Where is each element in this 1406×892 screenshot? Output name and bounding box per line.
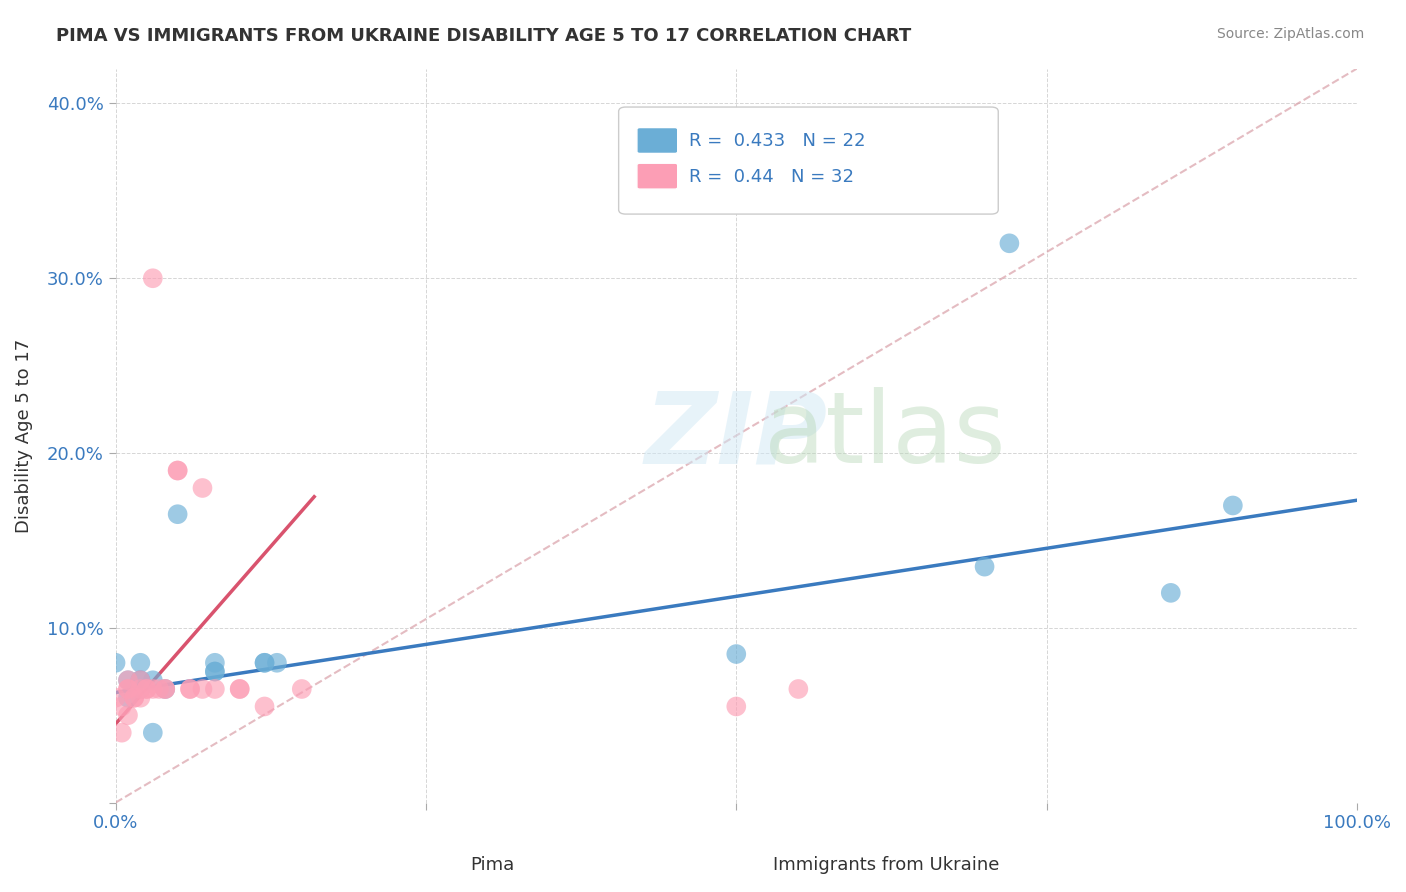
Point bbox=[111, 699, 134, 714]
Text: Pima: Pima bbox=[470, 856, 515, 874]
Point bbox=[291, 681, 314, 696]
Text: Immigrants from Ukraine: Immigrants from Ukraine bbox=[772, 856, 1000, 874]
Point bbox=[117, 681, 139, 696]
Point bbox=[135, 681, 157, 696]
Point bbox=[191, 481, 214, 495]
Point bbox=[117, 690, 139, 705]
Point bbox=[129, 673, 152, 688]
Point bbox=[179, 681, 201, 696]
Point bbox=[142, 681, 165, 696]
Point bbox=[725, 699, 748, 714]
Text: R =  0.44   N = 32: R = 0.44 N = 32 bbox=[689, 168, 853, 186]
Point bbox=[179, 681, 201, 696]
Text: atlas: atlas bbox=[765, 387, 1007, 484]
Point bbox=[1160, 586, 1182, 600]
Point bbox=[104, 656, 127, 670]
Point bbox=[155, 681, 177, 696]
Point bbox=[204, 665, 226, 679]
Point bbox=[155, 681, 177, 696]
Point bbox=[117, 708, 139, 723]
Point bbox=[155, 681, 177, 696]
Point bbox=[998, 236, 1021, 251]
Point bbox=[1222, 499, 1244, 513]
Point bbox=[253, 699, 276, 714]
Point bbox=[204, 681, 226, 696]
Point bbox=[204, 656, 226, 670]
Point bbox=[129, 673, 152, 688]
Point bbox=[725, 647, 748, 661]
Text: R =  0.433   N = 22: R = 0.433 N = 22 bbox=[689, 132, 866, 150]
Point bbox=[166, 463, 188, 477]
Point bbox=[191, 681, 214, 696]
Point bbox=[135, 681, 157, 696]
Point bbox=[129, 673, 152, 688]
Point bbox=[142, 725, 165, 739]
Point bbox=[228, 681, 250, 696]
Point bbox=[166, 507, 188, 521]
Point bbox=[973, 559, 995, 574]
Point bbox=[253, 656, 276, 670]
Text: PIMA VS IMMIGRANTS FROM UKRAINE DISABILITY AGE 5 TO 17 CORRELATION CHART: PIMA VS IMMIGRANTS FROM UKRAINE DISABILI… bbox=[56, 27, 911, 45]
Point bbox=[117, 681, 139, 696]
Point bbox=[129, 656, 152, 670]
Text: Source: ZipAtlas.com: Source: ZipAtlas.com bbox=[1216, 27, 1364, 41]
Point bbox=[111, 725, 134, 739]
Point bbox=[142, 673, 165, 688]
Text: ZIP: ZIP bbox=[645, 387, 828, 484]
Point bbox=[122, 690, 145, 705]
Point bbox=[787, 681, 810, 696]
Point bbox=[104, 690, 127, 705]
Point bbox=[148, 681, 170, 696]
Point bbox=[204, 665, 226, 679]
Point bbox=[129, 681, 152, 696]
Point bbox=[117, 673, 139, 688]
Point bbox=[117, 673, 139, 688]
Point bbox=[142, 271, 165, 285]
Point bbox=[228, 681, 250, 696]
Point bbox=[253, 656, 276, 670]
Point bbox=[129, 690, 152, 705]
Point bbox=[166, 463, 188, 477]
Point bbox=[266, 656, 288, 670]
Point bbox=[122, 690, 145, 705]
Point bbox=[129, 681, 152, 696]
Y-axis label: Disability Age 5 to 17: Disability Age 5 to 17 bbox=[15, 338, 32, 533]
